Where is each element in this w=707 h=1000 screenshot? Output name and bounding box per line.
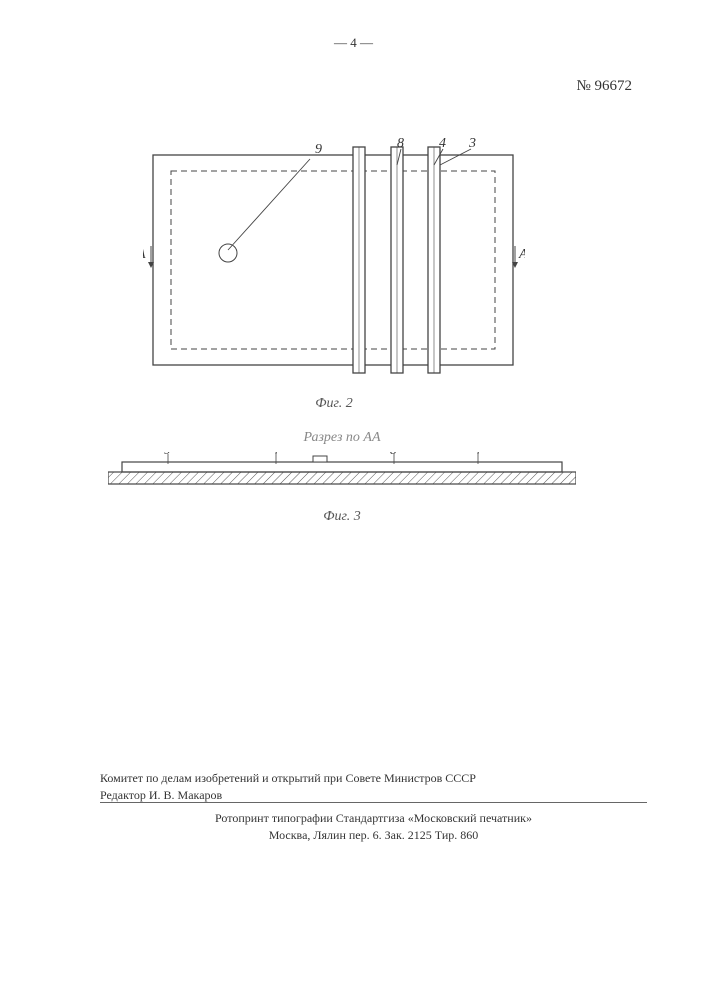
svg-text:A: A (143, 247, 146, 262)
page-number-top: — 4 — (334, 35, 373, 51)
footer-printer: Ротопринт типографии Стандартгиза «Моско… (100, 810, 647, 827)
svg-text:4: 4 (439, 136, 446, 151)
figure-3-caption: Фиг. 3 (108, 509, 576, 525)
svg-text:3: 3 (468, 136, 476, 151)
figure-3: Разрез по AA 9 4 8 4 Фиг. 3 (108, 430, 576, 525)
figure-3-svg: 9 4 8 4 (108, 452, 576, 498)
footer-block-2: Ротопринт типографии Стандартгиза «Моско… (100, 810, 647, 844)
figure-2-caption: Фиг. 2 (143, 396, 525, 412)
svg-text:4: 4 (272, 452, 279, 457)
figure-2-svg: 9 8 4 3 A A (143, 135, 525, 385)
svg-text:8: 8 (397, 136, 404, 151)
svg-text:8: 8 (390, 452, 397, 457)
svg-text:A: A (518, 247, 525, 262)
svg-text:4: 4 (474, 452, 481, 457)
svg-text:9: 9 (315, 142, 322, 157)
figure-2: 9 8 4 3 A A Фиг. 2 (143, 135, 525, 412)
footer-block-1: Комитет по делам изобретений и открытий … (100, 770, 647, 804)
footer-address: Москва, Лялин пер. 6. Зак. 2125 Тир. 860 (100, 827, 647, 844)
document-number: № 96672 (576, 78, 632, 95)
figure-3-section-title: Разрез по AA (108, 430, 576, 446)
footer-rule (100, 802, 647, 803)
footer-committee: Комитет по делам изобретений и открытий … (100, 770, 647, 787)
svg-text:9: 9 (164, 452, 171, 457)
